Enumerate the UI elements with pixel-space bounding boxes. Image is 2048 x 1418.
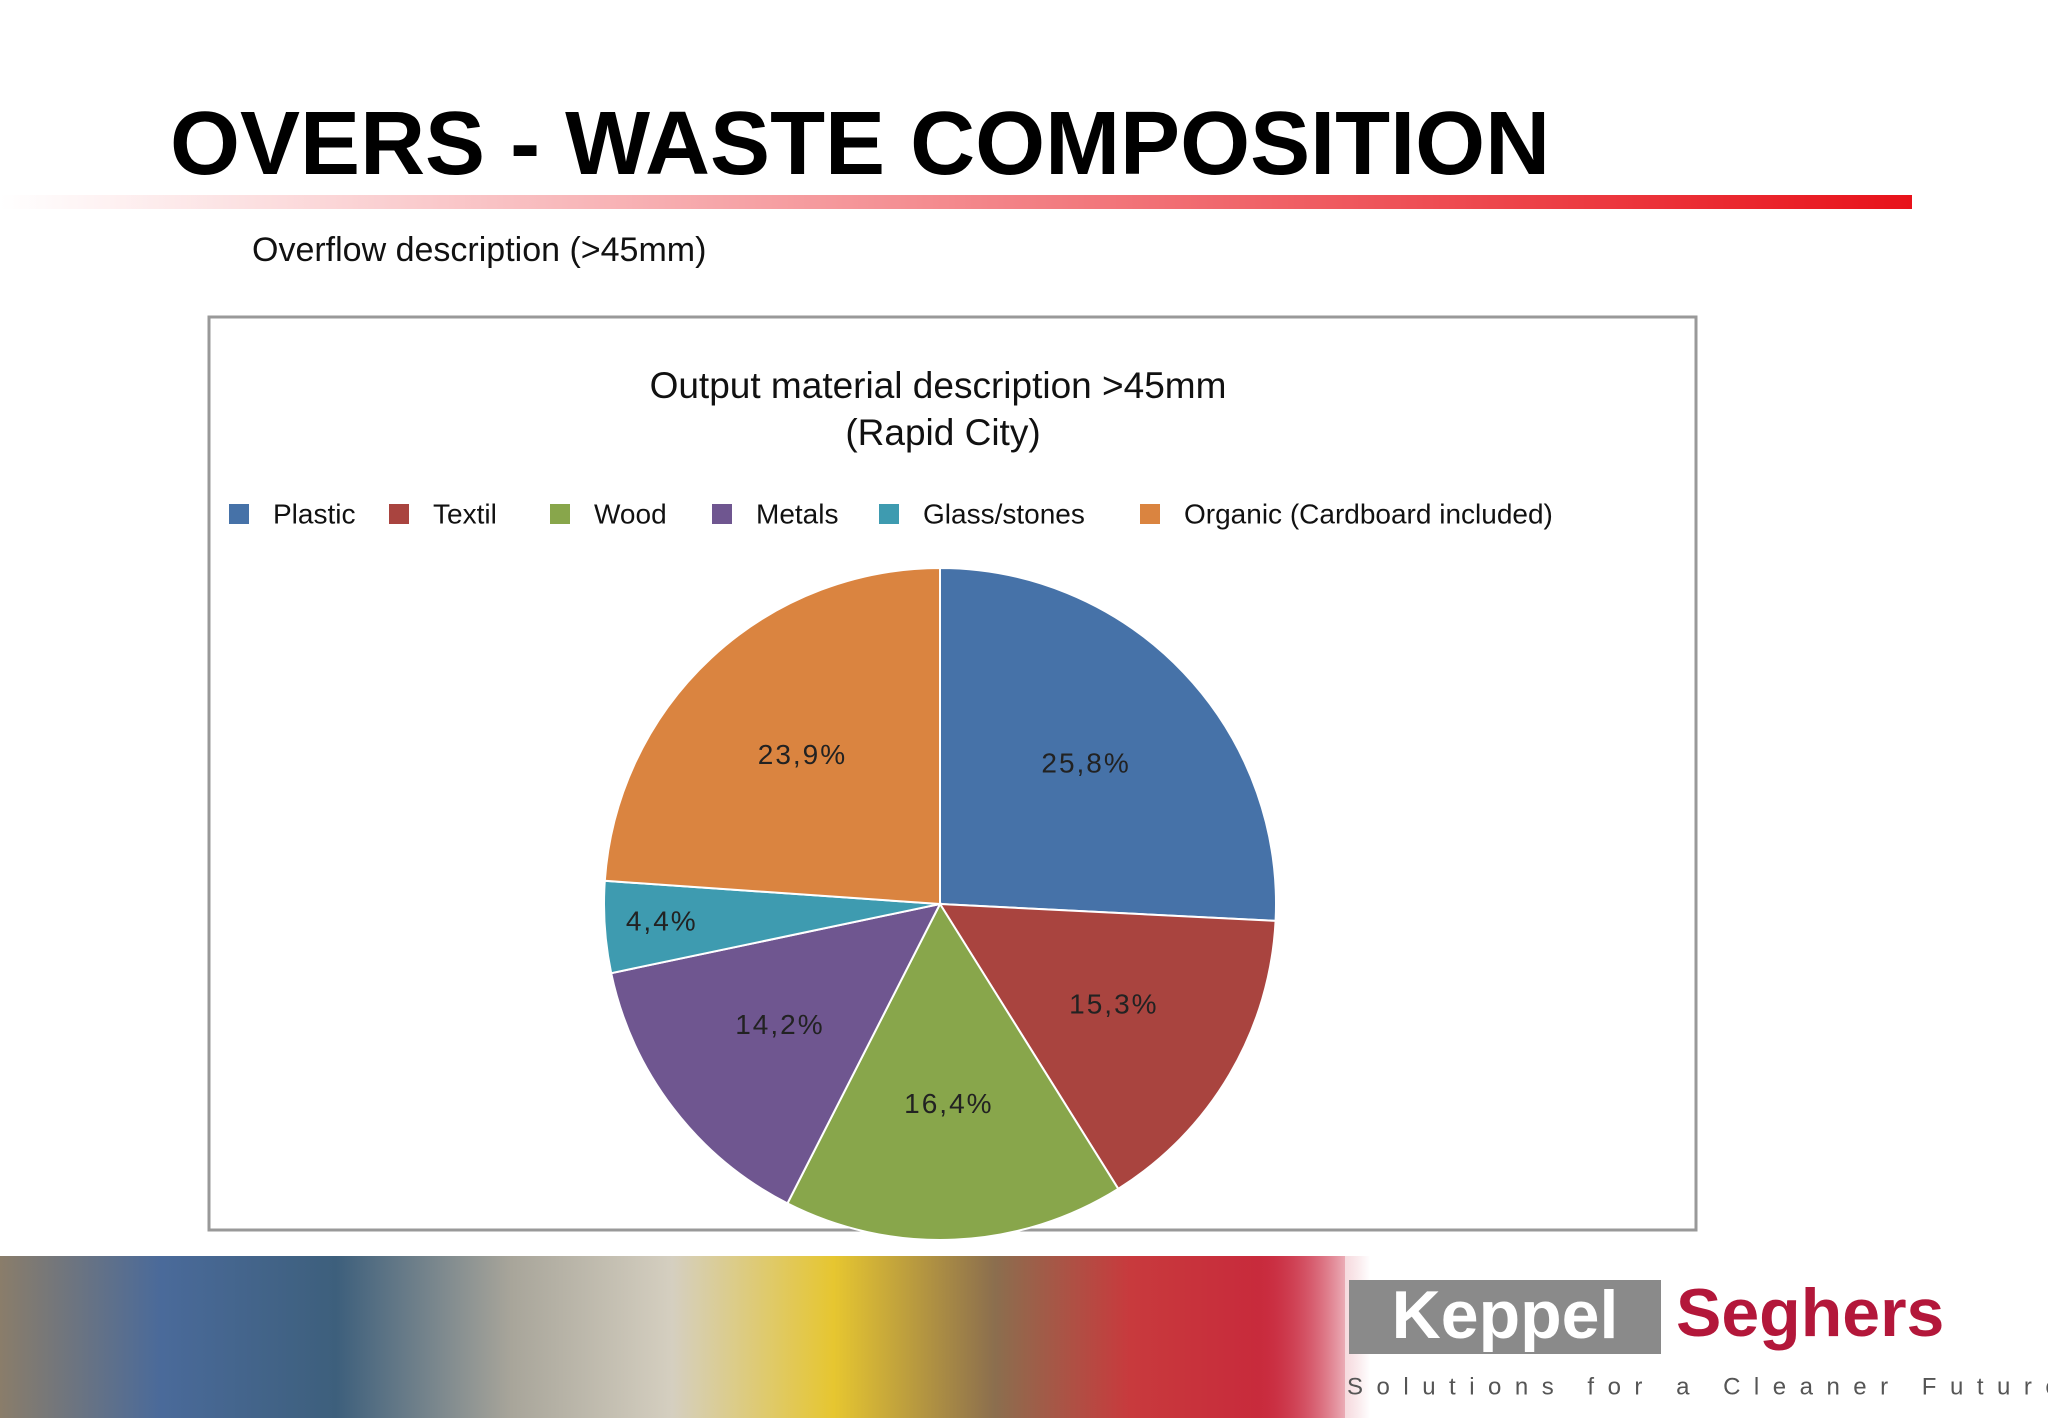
pie-slice <box>603 566 941 906</box>
data-label: 25,8% <box>1041 747 1130 778</box>
pie-slice <box>786 901 1120 1241</box>
tagline: Solutions for a Cleaner Future <box>1347 1373 2048 1400</box>
pie-chart: Plastic Textil Wood Metals Glass/stones Organ… <box>229 498 1553 1241</box>
footer-photos <box>0 1256 1345 1418</box>
data-label: 16,4% <box>904 1088 993 1119</box>
legend-swatch <box>550 504 570 524</box>
legend-swatch <box>229 504 249 524</box>
legend-label: Metals <box>756 498 838 529</box>
legend-swatch <box>389 504 409 524</box>
data-label: 14,2% <box>735 1009 824 1040</box>
data-label: 15,3% <box>1069 988 1158 1019</box>
pie-slice <box>939 566 1277 922</box>
logo-box <box>1349 1280 1661 1354</box>
subtitle: Overflow description (>45mm) <box>252 231 706 269</box>
pie-slice <box>938 902 1277 1191</box>
chart-title: (Rapid City) <box>845 412 1040 453</box>
chart-title: Output material description >45mm <box>650 365 1227 406</box>
legend-label: Textil <box>433 498 497 529</box>
legend-label: Organic (Cardboard included) <box>1184 498 1553 529</box>
title-rule <box>0 195 1912 209</box>
data-label: 4,4% <box>626 906 698 937</box>
legend-swatch <box>1140 504 1160 524</box>
slide-title: OVERS - WASTE COMPOSITION <box>170 94 1550 194</box>
legend-swatch <box>712 504 732 524</box>
legend-swatch <box>879 504 899 524</box>
legend-label: Glass/stones <box>923 498 1085 529</box>
logo-right: Seghers <box>1676 1275 1944 1351</box>
legend-label: Wood <box>594 498 667 529</box>
logo-left: Keppel <box>1392 1277 1619 1353</box>
pie-slice <box>610 902 942 1205</box>
legend-label: Plastic <box>273 498 355 529</box>
data-label: 23,9% <box>758 739 847 770</box>
